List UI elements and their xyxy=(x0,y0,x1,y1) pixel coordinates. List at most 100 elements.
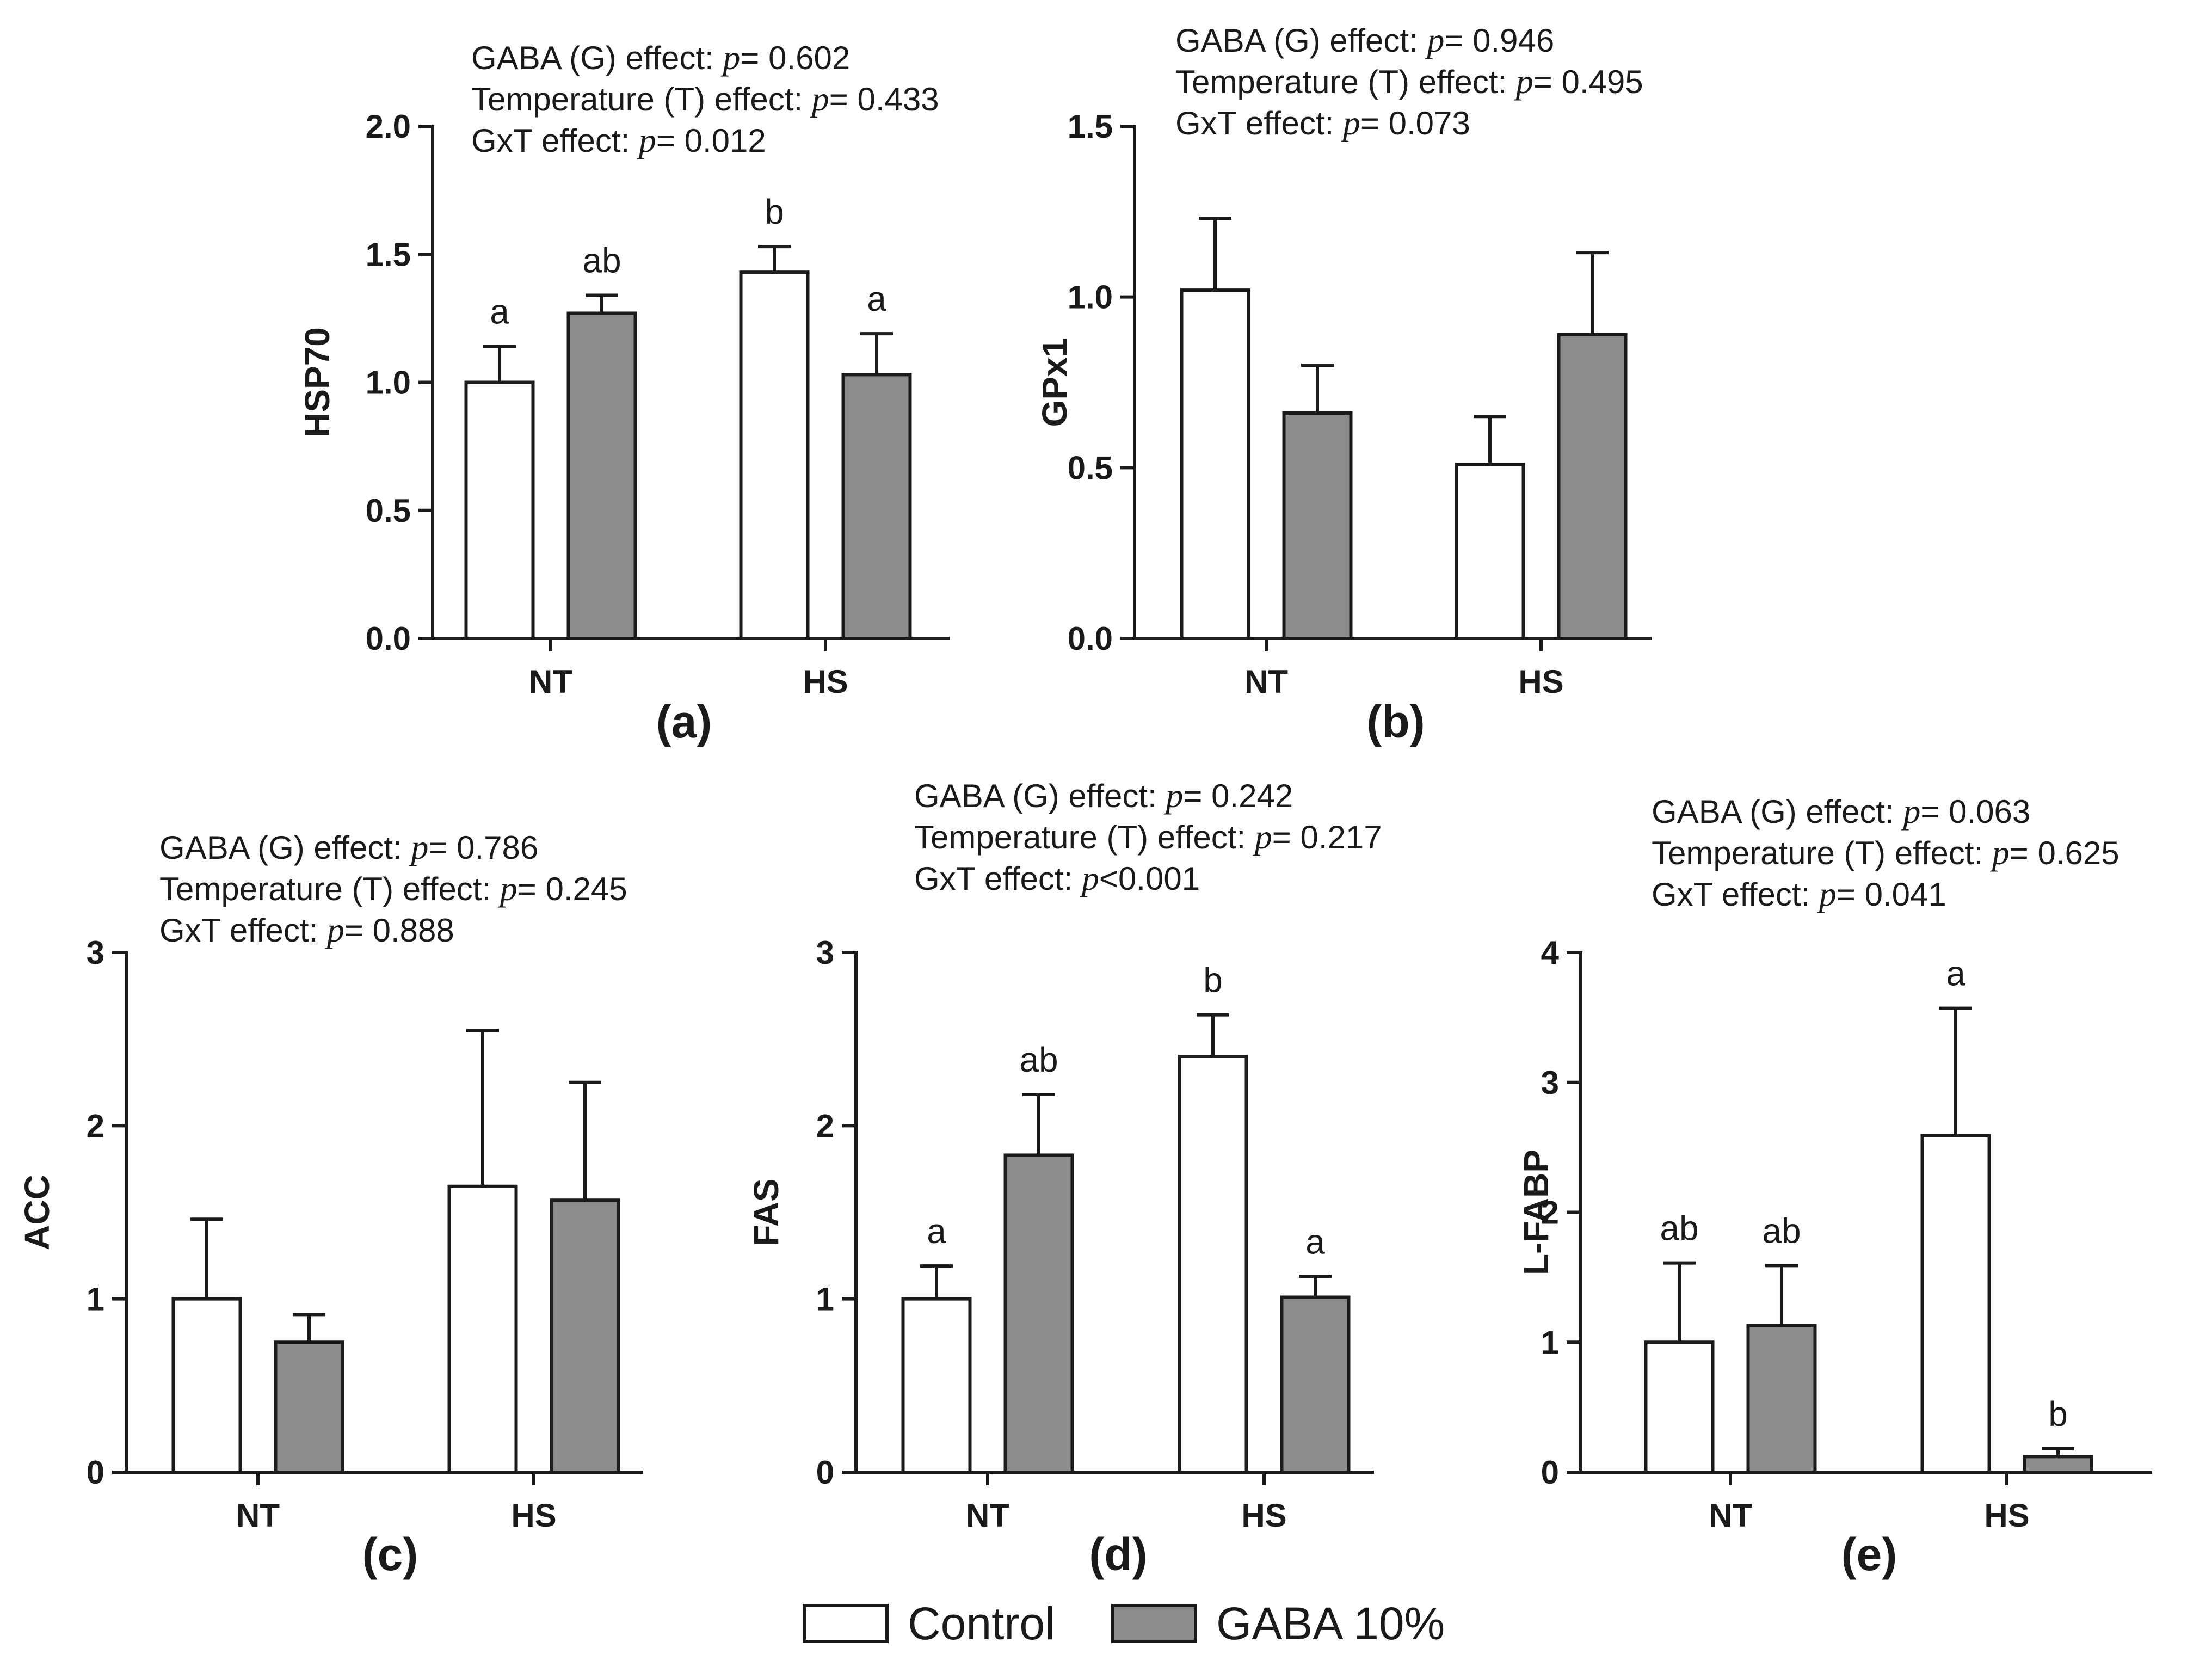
p-symbol: p xyxy=(1990,833,2010,872)
bar-gaba-nt xyxy=(274,1340,344,1474)
stats-label: Temperature (T) effect: xyxy=(159,871,500,907)
p-symbol: p xyxy=(637,121,656,159)
p-symbol: p xyxy=(1163,776,1183,815)
y-tick-label: 0.5 xyxy=(1068,450,1113,486)
significance-letter: ab xyxy=(1762,1211,1801,1250)
y-tick-label: 0 xyxy=(816,1454,834,1491)
legend: Control GABA 10% xyxy=(803,1598,1445,1649)
bar-gaba-hs xyxy=(841,373,912,640)
y-tick-label: 1 xyxy=(87,1281,104,1318)
x-tick-label: NT xyxy=(1709,1497,1752,1534)
p-symbol: p xyxy=(1901,792,1920,831)
p-value: = 0.433 xyxy=(829,81,939,118)
p-value: = 0.495 xyxy=(1533,64,1643,100)
y-tick-label: 2.0 xyxy=(366,108,411,145)
y-tick-label: 0.5 xyxy=(366,493,411,529)
bar-control-hs xyxy=(1178,1055,1248,1474)
panel-b: GABA (G) effect: p= 0.946 Temperature (T)… xyxy=(1035,21,1652,747)
stats-label: GxT effect: xyxy=(1175,105,1343,142)
y-axis-title: ACC xyxy=(17,1174,57,1250)
significance-letter: a xyxy=(1946,954,1965,993)
bar-gaba-nt xyxy=(566,311,637,640)
y-axis-title: GPx1 xyxy=(1035,338,1074,427)
stats-line: GABA (G) effect: p= 0.063 xyxy=(1652,792,2030,831)
y-tick-label: 4 xyxy=(1541,934,1560,971)
bar-control-nt xyxy=(1180,288,1250,640)
p-value: = 0.245 xyxy=(517,871,627,907)
y-tick-label: 0 xyxy=(1541,1454,1559,1491)
stats-label: GABA (G) effect: xyxy=(1175,22,1427,59)
stats-label: GxT effect: xyxy=(914,860,1082,897)
stats-line: GABA (G) effect: p= 0.946 xyxy=(1175,21,1554,59)
bar-gaba-nt xyxy=(1746,1324,1817,1474)
y-tick-label: 1.0 xyxy=(366,365,411,401)
y-tick-label: 3 xyxy=(816,934,834,971)
stats-line: GABA (G) effect: p= 0.242 xyxy=(914,776,1293,815)
stats-line: GABA (G) effect: p= 0.602 xyxy=(471,38,850,77)
y-tick-label: 1.5 xyxy=(366,236,411,273)
y-tick-label: 0 xyxy=(87,1454,104,1491)
stats-line: Temperature (T) effect: p= 0.625 xyxy=(1652,833,2119,872)
p-symbol: p xyxy=(1817,875,1837,913)
p-value: = 0.041 xyxy=(1837,876,1946,913)
p-value: = 0.786 xyxy=(428,829,538,866)
x-tick-label: HS xyxy=(1241,1497,1286,1534)
significance-letter: b xyxy=(1203,961,1223,1000)
significance-letter: a xyxy=(490,292,509,331)
stats-label: GxT effect: xyxy=(1652,876,1819,913)
stats-label: GABA (G) effect: xyxy=(1652,794,1903,830)
y-tick-label: 3 xyxy=(1541,1065,1559,1101)
legend-swatch-gaba xyxy=(1111,1604,1197,1643)
bar-control-hs xyxy=(1455,463,1525,640)
panel-label: (d) xyxy=(1089,1529,1147,1580)
significance-letter: a xyxy=(927,1211,946,1251)
stats-label: GABA (G) effect: xyxy=(471,40,723,76)
stats-line: Temperature (T) effect: p= 0.245 xyxy=(159,869,627,908)
p-value: = 0.602 xyxy=(740,40,850,76)
stats-line: GxT effect: p= 0.041 xyxy=(1652,875,1946,913)
x-tick-label: NT xyxy=(529,663,572,700)
stats-line: Temperature (T) effect: p= 0.217 xyxy=(914,817,1382,856)
y-axis-title: FAS xyxy=(747,1178,786,1246)
bar-gaba-hs xyxy=(2023,1455,2093,1474)
x-tick-label: NT xyxy=(1244,663,1288,700)
y-tick-label: 1.5 xyxy=(1068,108,1113,145)
stats-label: GxT effect: xyxy=(471,122,639,159)
x-tick-label: HS xyxy=(1984,1497,2029,1534)
p-symbol: p xyxy=(1080,859,1099,897)
y-tick-label: 1 xyxy=(816,1281,834,1318)
bar-control-nt xyxy=(1644,1340,1715,1474)
legend-label-control: Control xyxy=(908,1598,1055,1649)
panel-label: (c) xyxy=(362,1529,418,1580)
p-symbol: p xyxy=(498,869,517,908)
legend-label-gaba: GABA 10% xyxy=(1216,1598,1445,1649)
p-symbol: p xyxy=(1425,21,1444,59)
y-tick-label: 0.0 xyxy=(1068,620,1113,657)
p-symbol: p xyxy=(409,828,428,866)
stats-label: Temperature (T) effect: xyxy=(914,819,1255,856)
p-symbol: p xyxy=(720,38,740,77)
x-tick-label: NT xyxy=(966,1497,1009,1534)
p-value: = 0.625 xyxy=(2010,835,2119,871)
stats-label: Temperature (T) effect: xyxy=(1175,64,1516,100)
significance-letter: ab xyxy=(1019,1040,1058,1079)
bar-control-nt xyxy=(171,1297,242,1474)
bar-control-nt xyxy=(464,380,535,640)
stats-line: GxT effect: p<0.001 xyxy=(914,859,1200,897)
stats-label: GABA (G) effect: xyxy=(159,829,411,866)
x-tick-label: NT xyxy=(236,1497,280,1534)
y-axis-title: HSP70 xyxy=(298,327,337,438)
y-tick-label: 2 xyxy=(87,1108,104,1144)
y-tick-label: 1.0 xyxy=(1068,279,1113,316)
stats-line: GxT effect: p= 0.073 xyxy=(1175,103,1470,142)
stats-line: GABA (G) effect: p= 0.786 xyxy=(159,828,538,866)
stats-line: GxT effect: p= 0.012 xyxy=(471,121,766,159)
p-symbol: p xyxy=(1514,62,1533,101)
y-tick-label: 0.0 xyxy=(366,620,411,657)
p-value: = 0.888 xyxy=(344,912,454,949)
significance-letter: ab xyxy=(582,241,621,280)
